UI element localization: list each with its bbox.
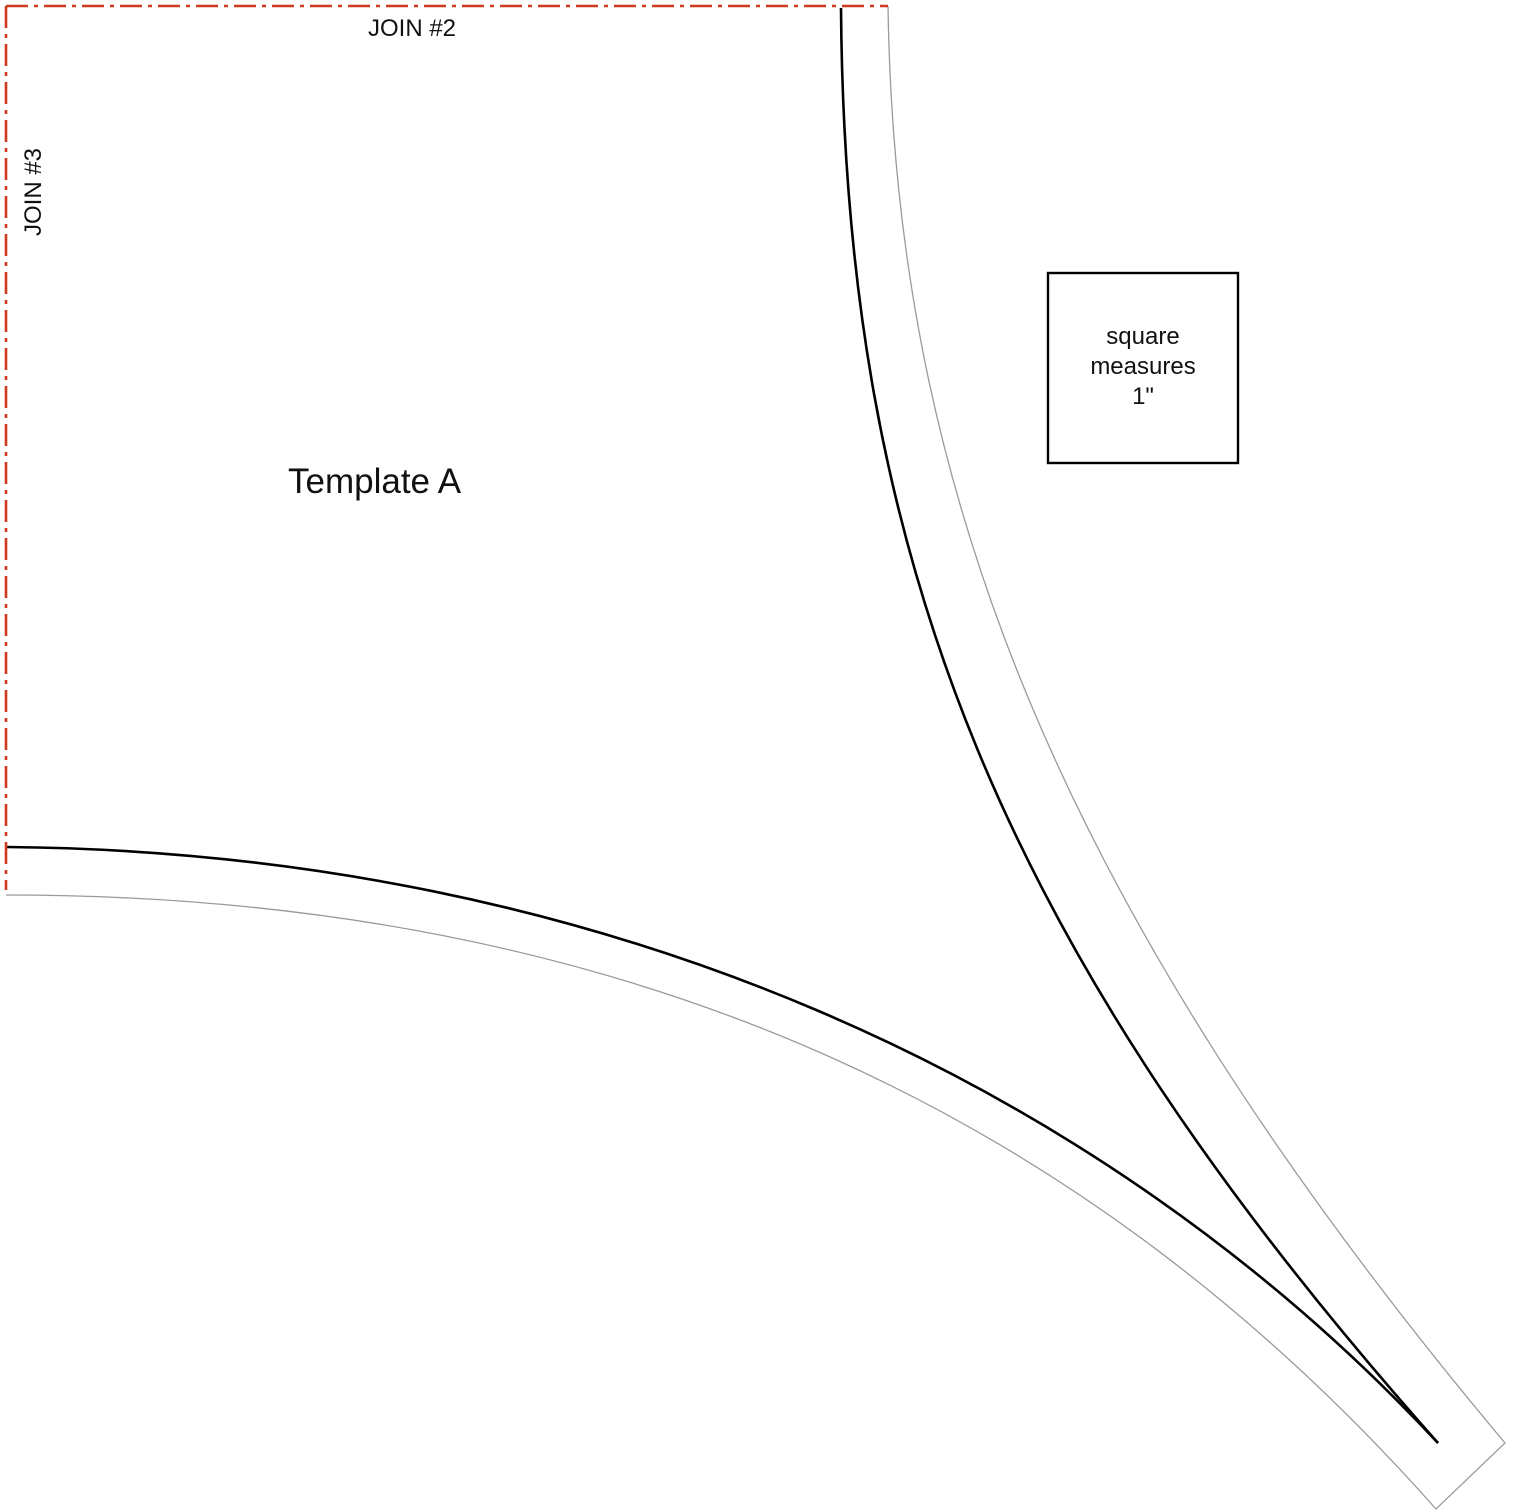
scale-square-line3: 1" bbox=[1132, 383, 1154, 410]
template-title: Template A bbox=[288, 462, 462, 501]
scale-square-line1: square bbox=[1106, 323, 1179, 350]
join-3-label: JOIN #3 bbox=[20, 148, 47, 236]
scale-square-box bbox=[1046, 271, 1240, 465]
cutting-line-outline bbox=[5, 5, 1506, 1510]
scale-square: square measures 1" bbox=[1046, 271, 1240, 465]
seam-line-right-curve bbox=[839, 7, 1439, 1444]
join-2-label: JOIN #2 bbox=[368, 15, 456, 42]
seam-line-bottom-curve bbox=[5, 845, 1439, 1444]
scale-square-line2: measures bbox=[1090, 353, 1195, 380]
